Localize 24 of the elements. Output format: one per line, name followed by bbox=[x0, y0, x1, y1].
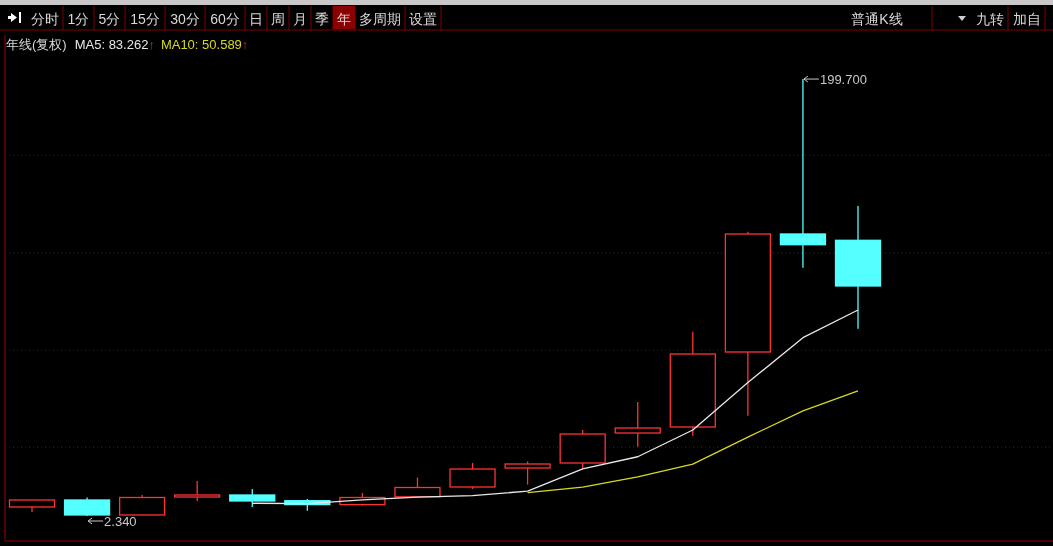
candlestick bbox=[504, 460, 551, 486]
text: 周 bbox=[271, 11, 285, 27]
text: 月 bbox=[293, 11, 307, 27]
candlestick bbox=[614, 401, 661, 448]
candlestick bbox=[174, 480, 221, 502]
text: 分时 bbox=[31, 11, 59, 27]
text: 60分 bbox=[210, 11, 240, 27]
text: 普通K线 bbox=[851, 11, 903, 27]
text: MA5: 83.262↑ bbox=[74, 37, 155, 52]
text: 加自 bbox=[1013, 11, 1041, 27]
text: 九转 bbox=[976, 11, 1004, 27]
text: 多周期 bbox=[359, 11, 401, 27]
annotation: 199.700 bbox=[819, 72, 867, 88]
text: 30分 bbox=[170, 11, 200, 27]
text: 1分 bbox=[67, 11, 90, 27]
text: MA10: 50.589↑ bbox=[160, 37, 249, 52]
chart-title: 年线(复权) bbox=[6, 37, 67, 52]
text: 设置 bbox=[409, 11, 437, 27]
text: 日 bbox=[249, 11, 263, 27]
text: 5分 bbox=[98, 11, 121, 27]
text: 15分 bbox=[130, 11, 160, 27]
text: 季 bbox=[315, 11, 329, 27]
annotation: 2.340 bbox=[104, 514, 137, 529]
text: 年 bbox=[337, 11, 351, 27]
